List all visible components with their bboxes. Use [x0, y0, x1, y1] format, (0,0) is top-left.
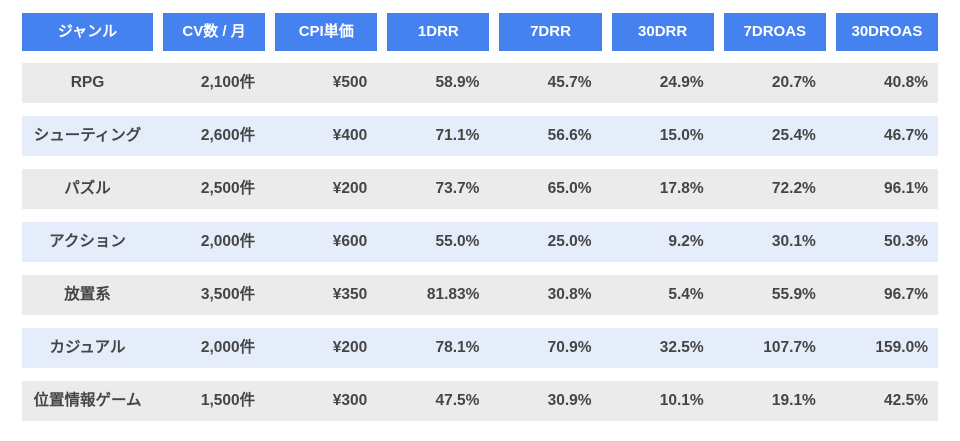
genre-cell: 放置系 — [64, 286, 111, 303]
cpi-cell: ¥600 — [332, 233, 368, 250]
header-cell-30drr: 30DRR — [611, 13, 714, 51]
header-cell-cv: CV数 / 月 — [163, 13, 266, 51]
genre-cell: カジュアル — [49, 339, 126, 356]
cpi-cell: ¥200 — [332, 339, 368, 356]
table-row-rpg: RPG 2,100件 ¥500 58.9% 45.7% 24.9% 20.7% … — [22, 63, 938, 103]
genre-cell: パズル — [64, 180, 111, 197]
drr1-cell: 47.5% — [435, 392, 480, 409]
table-row-casual: カジュアル 2,000件 ¥200 78.1% 70.9% 32.5% 107.… — [22, 328, 938, 368]
table-header-row: ジャンル CV数 / 月 CPI単価 1DRR 7DRR 30DRR 7DROA… — [22, 13, 938, 51]
cpi-cell: ¥500 — [332, 74, 368, 91]
drr1-cell: 78.1% — [435, 339, 480, 356]
droas7-cell: 55.9% — [771, 286, 816, 303]
cv-cell: 2,000件 — [200, 233, 256, 250]
droas7-cell: 107.7% — [763, 339, 816, 356]
drr7-cell: 65.0% — [547, 180, 592, 197]
table-row-puzzle: パズル 2,500件 ¥200 73.7% 65.0% 17.8% 72.2% … — [22, 169, 938, 209]
drr7-cell: 70.9% — [547, 339, 592, 356]
drr1-cell: 55.0% — [435, 233, 480, 250]
droas30-cell: 46.7% — [884, 127, 928, 144]
cv-cell: 1,500件 — [200, 392, 256, 409]
header-cell-1drr: 1DRR — [387, 13, 490, 51]
genre-cell: 位置情報ゲーム — [33, 392, 142, 409]
cpi-cell: ¥200 — [332, 180, 368, 197]
cpi-cell: ¥300 — [332, 392, 368, 409]
droas30-cell: 50.3% — [884, 233, 928, 250]
header-cell-7drr: 7DRR — [499, 13, 602, 51]
table-row-shooting: シューティング 2,600件 ¥400 71.1% 56.6% 15.0% 25… — [22, 116, 938, 156]
drr7-cell: 45.7% — [547, 74, 592, 91]
droas30-cell: 159.0% — [875, 339, 928, 356]
droas30-cell: 40.8% — [884, 74, 928, 91]
table-row-action: アクション 2,000件 ¥600 55.0% 25.0% 9.2% 30.1%… — [22, 222, 938, 262]
droas7-cell: 20.7% — [771, 74, 816, 91]
header-cell-7droas: 7DROAS — [723, 13, 826, 51]
table-row-location: 位置情報ゲーム 1,500件 ¥300 47.5% 30.9% 10.1% 19… — [22, 381, 938, 421]
drr7-cell: 56.6% — [547, 127, 592, 144]
drr1-cell: 73.7% — [435, 180, 480, 197]
cv-cell: 2,000件 — [200, 339, 256, 356]
droas7-cell: 30.1% — [771, 233, 816, 250]
droas7-cell: 72.2% — [771, 180, 816, 197]
table-row-idle: 放置系 3,500件 ¥350 81.83% 30.8% 5.4% 55.9% … — [22, 275, 938, 315]
droas30-cell: 42.5% — [884, 392, 928, 409]
drr30-cell: 5.4% — [668, 286, 704, 303]
drr30-cell: 32.5% — [659, 339, 704, 356]
drr7-cell: 25.0% — [547, 233, 592, 250]
header-cell-30droas: 30DROAS — [835, 13, 938, 51]
drr7-cell: 30.8% — [547, 286, 592, 303]
cpi-cell: ¥350 — [332, 286, 368, 303]
drr30-cell: 24.9% — [659, 74, 704, 91]
drr1-cell: 58.9% — [435, 74, 480, 91]
genre-cell: RPG — [70, 74, 105, 91]
header-cell-genre: ジャンル — [22, 13, 153, 51]
cv-cell: 2,500件 — [200, 180, 256, 197]
droas7-cell: 25.4% — [771, 127, 816, 144]
drr30-cell: 10.1% — [659, 392, 704, 409]
drr30-cell: 9.2% — [668, 233, 704, 250]
drr1-cell: 71.1% — [435, 127, 480, 144]
droas30-cell: 96.1% — [884, 180, 928, 197]
genre-cell: アクション — [49, 233, 126, 250]
genre-cell: シューティング — [33, 127, 142, 144]
cv-cell: 3,500件 — [200, 286, 256, 303]
droas7-cell: 19.1% — [771, 392, 816, 409]
drr1-cell: 81.83% — [426, 286, 480, 303]
cv-cell: 2,100件 — [200, 74, 256, 91]
header-cell-cpi: CPI単価 — [275, 13, 378, 51]
drr30-cell: 15.0% — [659, 127, 704, 144]
drr30-cell: 17.8% — [659, 180, 704, 197]
cpi-cell: ¥400 — [332, 127, 368, 144]
genre-performance-table: ジャンル CV数 / 月 CPI単価 1DRR 7DRR 30DRR 7DROA… — [22, 13, 938, 434]
drr7-cell: 30.9% — [547, 392, 592, 409]
droas30-cell: 96.7% — [884, 286, 928, 303]
cv-cell: 2,600件 — [200, 127, 256, 144]
